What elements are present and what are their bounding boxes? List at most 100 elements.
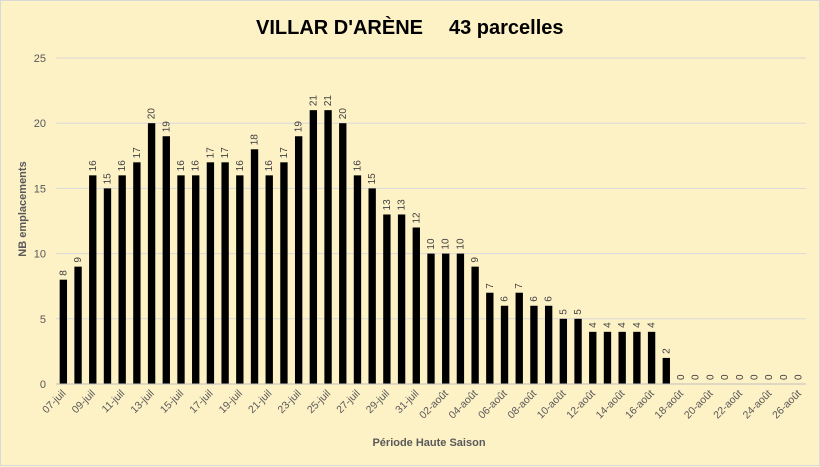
data-label: 17 [205, 147, 216, 159]
data-label: 6 [544, 296, 555, 302]
y-tick-label: 5 [40, 314, 46, 326]
data-label: 0 [735, 374, 746, 380]
data-label: 15 [367, 173, 378, 185]
y-tick-label: 15 [34, 183, 46, 195]
y-tick-label: 25 [34, 53, 46, 65]
x-tick-label: 04-août [447, 388, 481, 422]
bar [618, 331, 626, 384]
data-label: 0 [764, 374, 775, 380]
y-tick-label: 0 [40, 379, 46, 391]
bar [192, 175, 200, 384]
bar [309, 110, 318, 384]
data-label: 6 [529, 296, 540, 302]
bar [662, 357, 670, 384]
data-label: 4 [588, 322, 599, 328]
x-tick-label: 15-juil [158, 388, 186, 416]
bar [74, 266, 82, 384]
x-tick-label: 23-juil [275, 388, 303, 416]
data-label: 7 [514, 283, 525, 289]
bar [59, 279, 68, 384]
x-axis-ticks: 07-juil 09-juil 11-juil 13-juil 15-juil 17-ju… [40, 388, 804, 422]
bar [500, 305, 509, 384]
chart-subtitle: 43 parcelles [449, 17, 564, 39]
bar [589, 331, 597, 384]
data-label: 4 [617, 322, 628, 328]
y-tick-label: 20 [34, 118, 46, 130]
x-tick-label: 13-juil [128, 388, 156, 416]
x-axis-title: Période Haute Saison [372, 437, 485, 449]
data-label: 17 [279, 147, 290, 159]
data-label: 16 [352, 160, 363, 172]
x-tick-label: 14-août [594, 388, 628, 422]
data-label: 12 [411, 212, 422, 224]
data-label: 0 [750, 374, 761, 380]
data-label: 20 [147, 108, 158, 120]
bar [486, 292, 494, 384]
x-tick-label: 02-août [417, 388, 451, 422]
bar [397, 214, 406, 384]
data-label: 16 [176, 160, 187, 172]
x-tick-label: 22-août [711, 388, 745, 422]
bar [206, 162, 215, 384]
x-tick-label: 10-août [535, 388, 569, 422]
data-label: 16 [191, 160, 202, 172]
data-label: 13 [382, 199, 393, 211]
x-tick-label: 06-août [476, 388, 510, 422]
data-label: 13 [397, 199, 408, 211]
bar [353, 175, 362, 384]
x-tick-label: 16-août [623, 388, 657, 422]
x-tick-label: 17-juil [187, 388, 215, 416]
data-label: 0 [779, 374, 790, 380]
data-label: 9 [470, 257, 481, 263]
x-tick-label: 12-août [564, 388, 598, 422]
bar [250, 149, 259, 384]
data-label: 16 [117, 160, 128, 172]
data-label: 16 [235, 160, 246, 172]
data-label: 6 [500, 296, 511, 302]
chart-title: VILLAR D'ARÈNE [256, 16, 423, 39]
bar [427, 253, 435, 384]
bar [574, 318, 582, 384]
bar [633, 331, 641, 384]
data-label: 4 [632, 322, 643, 328]
data-label: 16 [264, 160, 275, 172]
y-tick-label: 10 [34, 249, 46, 261]
x-tick-label: 24-août [741, 388, 775, 422]
data-label: 4 [647, 322, 658, 328]
bars [59, 110, 670, 384]
data-label: 0 [676, 374, 687, 380]
bar [265, 175, 273, 384]
data-label: 7 [485, 283, 496, 289]
data-label: 9 [73, 257, 84, 263]
x-tick-label: 09-juil [70, 388, 98, 416]
data-label: 17 [132, 147, 143, 159]
bar [456, 253, 465, 384]
bar [162, 136, 170, 384]
data-label: 5 [573, 309, 584, 315]
bar [118, 175, 126, 384]
data-label: 17 [220, 147, 231, 159]
bar [442, 253, 450, 384]
bar [103, 188, 112, 384]
bar [177, 175, 185, 384]
x-tick-label: 25-juil [305, 388, 333, 416]
data-label: 10 [426, 238, 437, 250]
data-label: 10 [455, 238, 466, 250]
y-axis-ticks: 0 5 10 15 20 25 [34, 53, 46, 391]
bar [133, 162, 141, 384]
data-label: 21 [308, 95, 319, 107]
bar [515, 292, 523, 384]
data-label: 20 [338, 108, 349, 120]
x-tick-label: 29-juil [364, 388, 392, 416]
y-axis-title: NB emplacements [17, 161, 29, 256]
data-label: 0 [720, 374, 731, 380]
x-tick-label: 21-juil [246, 388, 274, 416]
data-label: 18 [250, 134, 261, 146]
data-label: 0 [691, 374, 702, 380]
x-tick-label: 07-juil [40, 388, 68, 416]
data-label: 21 [323, 95, 334, 107]
x-tick-label: 27-juil [334, 388, 362, 416]
data-label: 19 [294, 121, 305, 133]
